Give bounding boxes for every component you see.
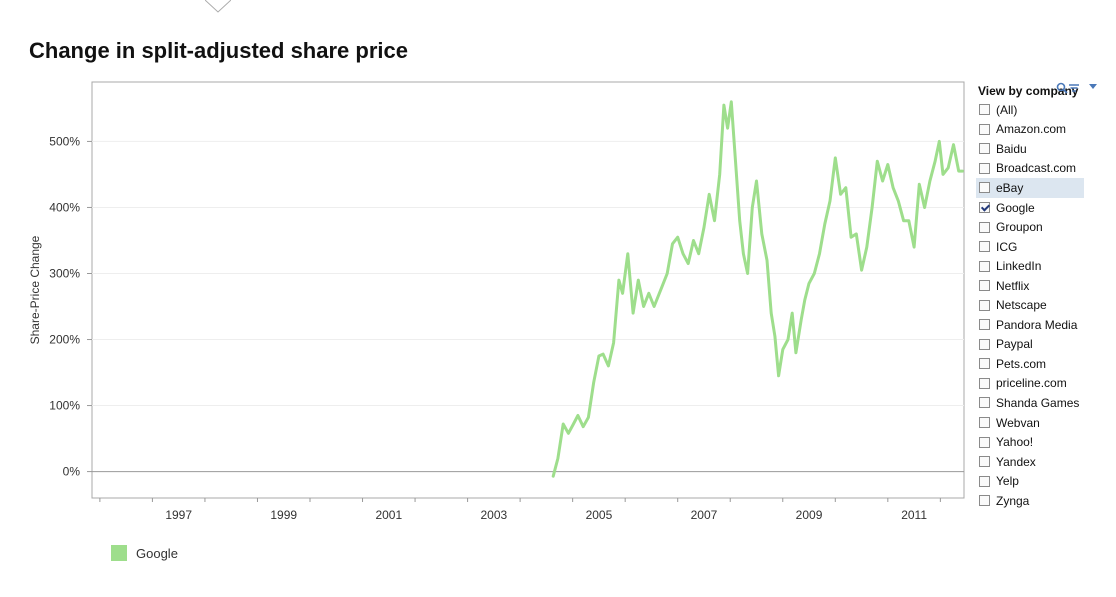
filter-item-amazon-com[interactable]: Amazon.com — [976, 120, 1084, 140]
y-tick-label: 300% — [49, 266, 80, 280]
filter-item-label: Yandex — [996, 454, 1036, 469]
checkbox[interactable] — [979, 182, 990, 194]
filter-item-label: LinkedIn — [996, 259, 1042, 274]
company-checkbox-list: (All) Amazon.com Baidu Broadcast.com eBay Goo… — [976, 100, 1108, 510]
chart-title: Change in split-adjusted share price — [29, 38, 408, 63]
filter-item-all[interactable]: (All) — [976, 100, 1084, 120]
checkbox[interactable] — [979, 358, 990, 370]
x-tick-label: 2009 — [796, 508, 823, 522]
checkbox[interactable] — [979, 162, 990, 174]
filter-item-groupon[interactable]: Groupon — [976, 217, 1084, 237]
checkbox[interactable] — [979, 397, 990, 409]
filter-item-label: Paypal — [996, 337, 1033, 352]
filter-item-label: Baidu — [996, 141, 1027, 156]
checkbox[interactable] — [979, 280, 990, 292]
filter-item-label: Netflix — [996, 278, 1030, 293]
filter-item-yahoo[interactable]: Yahoo! — [976, 432, 1084, 452]
legend-swatch — [111, 545, 127, 561]
dropdown-icon[interactable] — [1089, 84, 1097, 89]
y-tick-label: 200% — [49, 333, 80, 347]
filter-item-yelp[interactable]: Yelp — [976, 471, 1084, 491]
checkbox[interactable] — [979, 417, 990, 429]
checkbox[interactable] — [979, 495, 990, 507]
filter-item-label: Shanda Games — [996, 395, 1080, 410]
filter-item-pets-com[interactable]: Pets.com — [976, 354, 1084, 374]
filter-item-label: Groupon — [996, 220, 1043, 235]
filter-title: View by company — [978, 84, 1079, 98]
y-tick-label: 400% — [49, 200, 80, 214]
plot-area — [91, 81, 965, 499]
x-tick-label: 2005 — [586, 508, 613, 522]
filter-item-label: Zynga — [996, 493, 1030, 508]
x-tick-label: 2003 — [481, 508, 508, 522]
filter-item-linkedin[interactable]: LinkedIn — [976, 256, 1084, 276]
checkbox[interactable] — [979, 221, 990, 233]
filter-item-netflix[interactable]: Netflix — [976, 276, 1084, 296]
checkbox[interactable] — [979, 456, 990, 468]
filter-item-pandora-media[interactable]: Pandora Media — [976, 315, 1084, 335]
filter-item-label: Pets.com — [996, 356, 1047, 371]
x-tick-label: 2001 — [375, 508, 402, 522]
filter-item-label: (All) — [996, 102, 1018, 117]
filter-item-paypal[interactable]: Paypal — [976, 335, 1084, 355]
search-icon[interactable] — [1056, 82, 1068, 94]
checkbox[interactable] — [979, 338, 990, 350]
filter-item-label: ICG — [996, 239, 1018, 254]
filter-item-label: Webvan — [996, 415, 1040, 430]
y-tick-label: 500% — [49, 134, 80, 148]
checkbox[interactable] — [979, 377, 990, 389]
checkbox[interactable] — [979, 241, 990, 253]
checkbox[interactable] — [979, 299, 990, 311]
checkbox[interactable] — [979, 202, 990, 213]
filter-item-webvan[interactable]: Webvan — [976, 413, 1084, 433]
filter-item-label: priceline.com — [996, 376, 1067, 391]
filter-item-priceline-com[interactable]: priceline.com — [976, 374, 1084, 394]
filter-item-ebay[interactable]: eBay — [976, 178, 1084, 198]
filter-item-label: Google — [996, 200, 1035, 215]
checkbox[interactable] — [979, 260, 990, 272]
filter-item-netscape[interactable]: Netscape — [976, 295, 1084, 315]
pointer-notch — [205, 0, 231, 13]
filter-item-label: Broadcast.com — [996, 161, 1077, 176]
legend-label: Google — [136, 545, 178, 561]
checkbox[interactable] — [979, 475, 990, 487]
filter-menu-icon[interactable] — [1068, 82, 1080, 94]
filter-item-baidu[interactable]: Baidu — [976, 139, 1084, 159]
filter-item-google[interactable]: Google — [976, 198, 1084, 218]
legend-item-google[interactable]: Google — [111, 545, 178, 561]
filter-item-zynga[interactable]: Zynga — [976, 491, 1084, 511]
x-tick-label: 1999 — [270, 508, 297, 522]
filter-item-label: Yahoo! — [996, 435, 1034, 450]
checkbox[interactable] — [979, 143, 990, 155]
filter-item-label: eBay — [996, 180, 1024, 195]
x-tick-label: 1997 — [165, 508, 192, 522]
filter-item-icg[interactable]: ICG — [976, 237, 1084, 257]
checkbox[interactable] — [979, 104, 990, 116]
series-line-google — [551, 100, 964, 478]
y-tick-label: 0% — [63, 465, 81, 479]
filter-item-shanda-games[interactable]: Shanda Games — [976, 393, 1084, 413]
checkbox[interactable] — [979, 123, 990, 135]
y-tick-label: 100% — [49, 399, 80, 413]
checkbox[interactable] — [979, 436, 990, 448]
filter-item-yandex[interactable]: Yandex — [976, 452, 1084, 472]
x-tick-label: 2007 — [691, 508, 718, 522]
filter-item-label: Netscape — [996, 298, 1047, 313]
x-tick-label: 2011 — [901, 508, 927, 522]
filter-item-label: Yelp — [996, 474, 1019, 489]
filter-item-label: Amazon.com — [996, 122, 1067, 137]
company-filter-panel: View by company (All) Amazon.com Baidu Broa… — [976, 82, 1108, 510]
filter-item-label: Pandora Media — [996, 317, 1078, 332]
filter-header: View by company — [976, 82, 1108, 100]
checkbox[interactable] — [979, 319, 990, 331]
filter-item-broadcast-com[interactable]: Broadcast.com — [976, 159, 1084, 179]
